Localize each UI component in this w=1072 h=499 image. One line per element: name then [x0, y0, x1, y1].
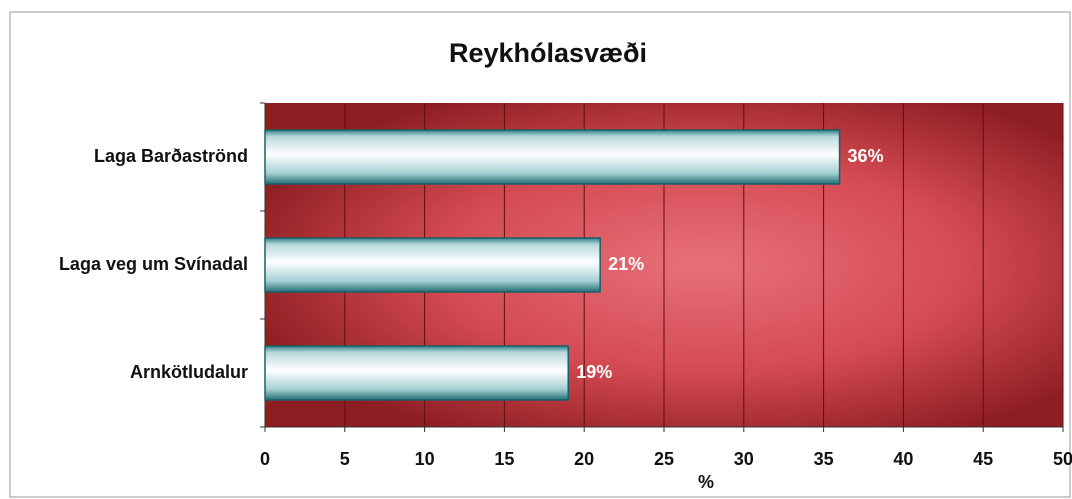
- value-label: 19%: [576, 362, 612, 382]
- x-tick-label: 15: [494, 449, 514, 469]
- x-tick-label: 40: [893, 449, 913, 469]
- y-tick-label: Arnkötludalur: [130, 362, 248, 382]
- x-tick-label: 0: [260, 449, 270, 469]
- x-tick-label: 35: [814, 449, 834, 469]
- y-tick-label: Laga veg um Svínadal: [59, 254, 248, 274]
- bar: [264, 129, 841, 185]
- x-tick-label: 45: [973, 449, 993, 469]
- x-tick-label: 30: [734, 449, 754, 469]
- x-axis-label: %: [698, 472, 714, 492]
- value-label: 36%: [848, 146, 884, 166]
- x-tick-label: 25: [654, 449, 674, 469]
- x-tick-label: 10: [415, 449, 435, 469]
- x-tick-label: 50: [1053, 449, 1072, 469]
- chart-title: Reykhólasvæði: [449, 38, 647, 68]
- y-tick-label: Laga Barðaströnd: [94, 146, 248, 166]
- x-tick-label: 5: [340, 449, 350, 469]
- bar: [264, 237, 601, 293]
- bar: [264, 345, 569, 401]
- value-label: 21%: [608, 254, 644, 274]
- x-tick-label: 20: [574, 449, 594, 469]
